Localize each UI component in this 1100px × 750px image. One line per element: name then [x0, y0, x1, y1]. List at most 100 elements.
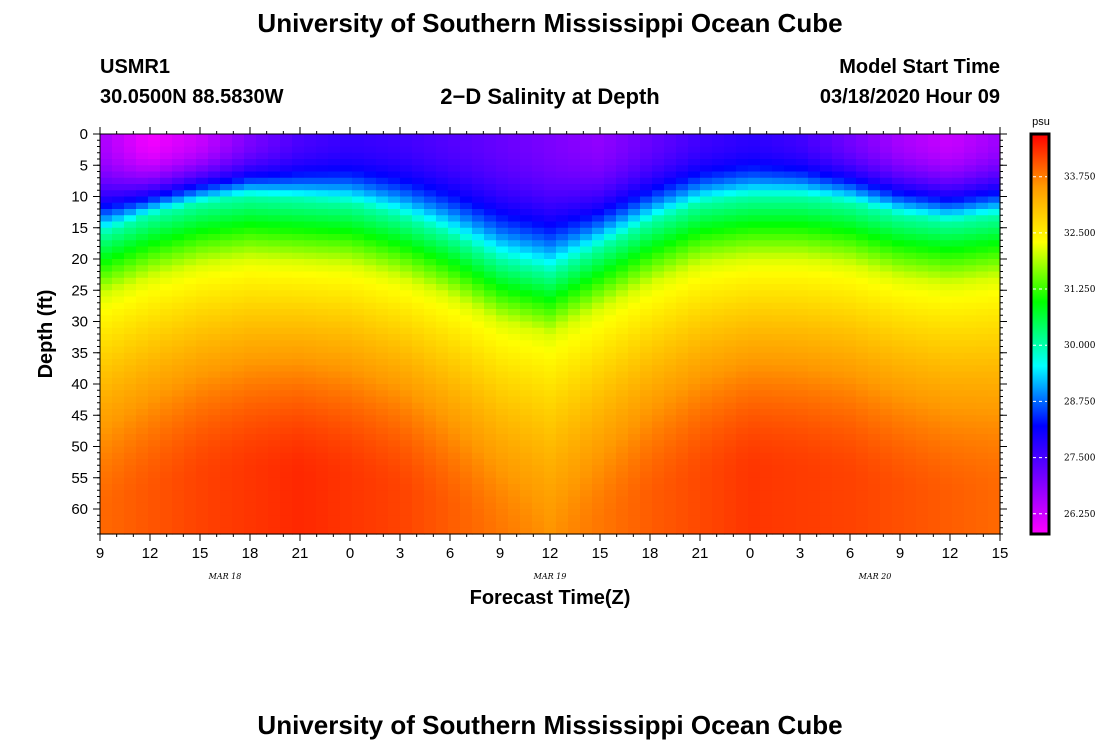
heatmap-cell: [376, 390, 389, 398]
heatmap-cell: [448, 396, 461, 404]
heatmap-cell: [184, 246, 197, 254]
heatmap-cell: [376, 371, 389, 379]
heatmap-cell: [820, 421, 833, 429]
heatmap-cell: [676, 459, 689, 466]
heatmap-cell: [304, 265, 317, 273]
heatmap-cell: [208, 465, 221, 473]
heatmap-cell: [460, 196, 473, 204]
heatmap-cell: [856, 371, 869, 379]
heatmap-cell: [880, 246, 893, 254]
heatmap-cell: [724, 352, 737, 360]
heatmap-cell: [412, 246, 425, 254]
heatmap-cell: [700, 384, 713, 391]
heatmap-cell: [688, 415, 701, 423]
heatmap-cell: [388, 184, 401, 191]
heatmap-cell: [820, 359, 833, 366]
heatmap-cell: [112, 434, 125, 441]
heatmap-cell: [820, 502, 833, 510]
heatmap-cell: [532, 409, 545, 416]
heatmap-cell: [556, 227, 569, 235]
heatmap-cell: [268, 427, 281, 435]
heatmap-cell: [916, 384, 929, 391]
heatmap-cell: [292, 352, 305, 360]
heatmap-cell: [244, 159, 257, 166]
heatmap-cell: [592, 159, 605, 166]
heatmap-cell: [928, 327, 941, 335]
heatmap-cell: [196, 296, 209, 304]
heatmap-cell: [448, 246, 461, 254]
heatmap-cell: [760, 159, 773, 166]
heatmap-cell: [532, 402, 545, 410]
heatmap-cell: [916, 427, 929, 435]
heatmap-cell: [604, 240, 617, 248]
heatmap-cell: [508, 190, 521, 198]
heatmap-cell: [628, 421, 641, 429]
heatmap-cell: [556, 277, 569, 285]
heatmap-cell: [436, 215, 449, 223]
heatmap-cell: [544, 284, 557, 291]
heatmap-cell: [832, 302, 845, 310]
heatmap-cell: [436, 309, 449, 316]
heatmap-cell: [532, 446, 545, 454]
heatmap-cell: [160, 277, 173, 285]
heatmap-cell: [880, 496, 893, 504]
heatmap-cell: [856, 402, 869, 410]
heatmap-cell: [700, 234, 713, 241]
heatmap-cell: [676, 446, 689, 454]
heatmap-cell: [436, 365, 449, 373]
heatmap-cell: [676, 309, 689, 316]
heatmap-cell: [988, 315, 1001, 323]
heatmap-cell: [376, 259, 389, 266]
heatmap-cell: [292, 334, 305, 341]
heatmap-cell: [940, 471, 953, 479]
heatmap-cell: [904, 309, 917, 316]
heatmap-cell: [928, 152, 941, 160]
heatmap-cell: [976, 240, 989, 248]
heatmap-cell: [976, 321, 989, 329]
heatmap-cell: [484, 352, 497, 360]
heatmap-cell: [724, 446, 737, 454]
heatmap-cell: [868, 290, 881, 298]
heatmap-cell: [424, 246, 437, 254]
heatmap-cell: [892, 290, 905, 298]
heatmap-cell: [292, 196, 305, 204]
heatmap-cell: [652, 134, 665, 141]
heatmap-cell: [520, 140, 533, 148]
heatmap-cell: [364, 240, 377, 248]
heatmap-cell: [712, 240, 725, 248]
heatmap-cell: [568, 365, 581, 373]
heatmap-cell: [256, 459, 269, 466]
heatmap-cell: [436, 246, 449, 254]
heatmap-cell: [244, 377, 257, 385]
heatmap-cell: [268, 409, 281, 416]
heatmap-cell: [844, 265, 857, 273]
heatmap-cell: [832, 252, 845, 260]
heatmap-cell: [616, 159, 629, 166]
heatmap-cell: [220, 327, 233, 335]
heatmap-cell: [328, 315, 341, 323]
heatmap-cell: [256, 327, 269, 335]
heatmap-cell: [688, 440, 701, 448]
heatmap-cell: [952, 290, 965, 298]
heatmap-cell: [664, 421, 677, 429]
heatmap-cell: [904, 477, 917, 485]
heatmap-cell: [400, 221, 413, 229]
heatmap-cell: [388, 434, 401, 441]
heatmap-cell: [364, 309, 377, 316]
heatmap-cell: [592, 227, 605, 235]
heatmap-cell: [340, 165, 353, 173]
heatmap-cell: [400, 140, 413, 148]
heatmap-cell: [196, 427, 209, 435]
heatmap-cell: [244, 284, 257, 291]
heatmap-cell: [868, 177, 881, 185]
heatmap-cell: [412, 396, 425, 404]
heatmap-cell: [580, 490, 593, 498]
heatmap-cell: [556, 190, 569, 198]
heatmap-cell: [268, 359, 281, 366]
heatmap-cell: [160, 371, 173, 379]
heatmap-cell: [364, 377, 377, 385]
heatmap-cell: [520, 446, 533, 454]
heatmap-cell: [808, 284, 821, 291]
heatmap-cell: [256, 184, 269, 191]
